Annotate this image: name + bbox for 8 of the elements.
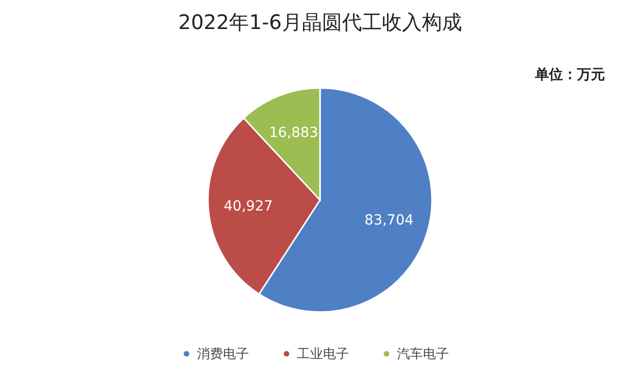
data-label: 83,704 <box>364 212 414 228</box>
text: 单位：万元 <box>534 67 605 83</box>
legend-label: 汽车电子 <box>397 346 449 362</box>
chart-title: 2022年1-6月晶圆代工收入构成 <box>178 10 462 34</box>
data-label: 16,883 <box>269 125 318 141</box>
legend-label: 工业电子 <box>297 346 349 362</box>
legend-label: 消费电子 <box>197 346 249 362</box>
data-label: 40,927 <box>224 198 273 214</box>
